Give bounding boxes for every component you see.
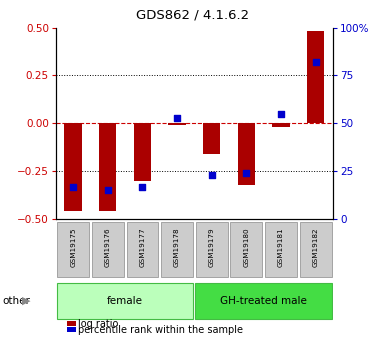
Text: GDS862 / 4.1.6.2: GDS862 / 4.1.6.2 (136, 9, 249, 22)
Text: ▶: ▶ (22, 296, 31, 306)
Point (243, 170, 249, 176)
Text: GSM19181: GSM19181 (278, 228, 284, 267)
Bar (161, 222, 193, 277)
Text: GSM19182: GSM19182 (313, 228, 319, 267)
Point (139, 184, 146, 189)
Text: other: other (2, 296, 30, 306)
Bar (196, 283, 332, 319)
Bar (203, 123, 220, 154)
Point (278, 111, 284, 117)
Bar (307, 31, 324, 123)
Bar (273, 123, 290, 127)
Bar (265, 222, 297, 277)
Point (209, 172, 215, 178)
Text: GSM19178: GSM19178 (174, 228, 180, 267)
Bar (196, 222, 228, 277)
Point (313, 59, 319, 65)
Bar (64, 123, 82, 211)
Text: GSM19180: GSM19180 (243, 228, 249, 267)
Text: GSM19176: GSM19176 (105, 228, 111, 267)
Bar (231, 222, 262, 277)
Text: log ratio: log ratio (78, 319, 119, 328)
Bar (300, 222, 331, 277)
Bar (127, 222, 158, 277)
Bar (169, 123, 186, 125)
Point (105, 188, 111, 193)
Point (174, 115, 180, 120)
Text: GSM19177: GSM19177 (139, 228, 146, 267)
Text: percentile rank within the sample: percentile rank within the sample (78, 325, 243, 335)
Bar (57, 283, 193, 319)
Bar (238, 123, 255, 185)
Text: GSM19175: GSM19175 (70, 228, 76, 267)
Bar (99, 123, 116, 211)
Bar (92, 222, 124, 277)
Text: female: female (107, 296, 143, 306)
Bar (134, 123, 151, 181)
Text: GSM19179: GSM19179 (209, 228, 215, 267)
Point (70, 184, 76, 189)
Text: GH-treated male: GH-treated male (220, 296, 307, 306)
Bar (57, 222, 89, 277)
